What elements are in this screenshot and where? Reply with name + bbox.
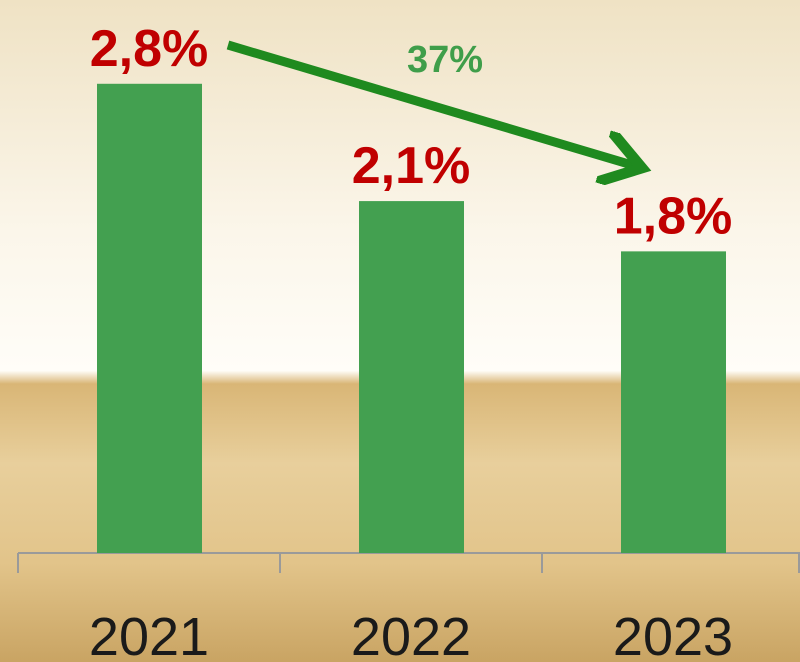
value-label: 2,8% — [90, 20, 209, 78]
x-tick-label: 2022 — [351, 607, 471, 662]
x-tick-label: 2023 — [613, 607, 733, 662]
trend-arrow — [226, 40, 642, 168]
bar — [359, 201, 464, 553]
bar — [97, 83, 202, 554]
annotation: 37% — [407, 39, 483, 81]
bar — [621, 251, 726, 553]
value-label: 2,1% — [352, 137, 471, 195]
value-label: 1,8% — [614, 187, 733, 245]
x-tick-label: 2021 — [89, 607, 209, 662]
